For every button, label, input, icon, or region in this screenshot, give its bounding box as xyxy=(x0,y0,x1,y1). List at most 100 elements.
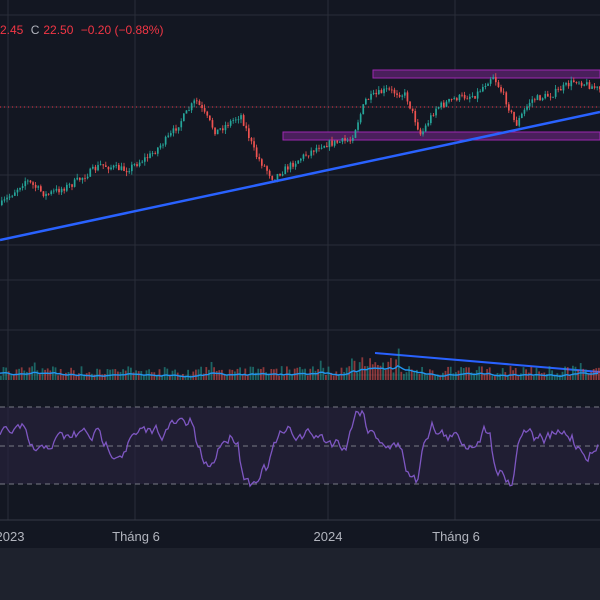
candle-body xyxy=(547,93,549,97)
volume-bar xyxy=(579,363,582,380)
volume-bar xyxy=(179,375,182,380)
candle-body xyxy=(365,98,367,105)
volume-bar xyxy=(161,375,163,380)
price-zones[interactable] xyxy=(0,69,600,141)
volume-bar xyxy=(452,373,455,380)
volume-bar xyxy=(585,369,587,380)
candle-body xyxy=(149,153,151,158)
candle-body xyxy=(8,196,11,198)
candle-body xyxy=(346,140,349,142)
candle-body xyxy=(375,92,378,95)
volume-bar xyxy=(314,370,317,380)
volume-bar xyxy=(286,366,288,380)
candle-body xyxy=(97,165,99,171)
candle-body xyxy=(307,155,310,157)
candle-body xyxy=(484,85,487,88)
candle-body xyxy=(86,176,89,179)
candle-body xyxy=(417,122,419,130)
candle-body xyxy=(162,144,164,146)
candle-body xyxy=(118,164,120,171)
volume-bar xyxy=(200,366,202,380)
volume-bar xyxy=(41,368,44,380)
candle-body xyxy=(159,145,162,148)
candle-body xyxy=(463,94,466,99)
candle-body xyxy=(240,115,242,120)
candle-body xyxy=(175,128,177,131)
volume-bar xyxy=(49,370,52,380)
volume-moving-average xyxy=(0,364,599,378)
candle-body xyxy=(323,145,326,148)
volume-bar xyxy=(158,369,161,380)
candle-body xyxy=(58,188,60,193)
candlestick-series[interactable] xyxy=(1,73,600,207)
candle-body xyxy=(102,164,105,166)
volume-bar xyxy=(5,367,7,380)
candle-body xyxy=(211,120,214,128)
candle-body xyxy=(588,82,591,89)
candle-body xyxy=(105,165,107,167)
candle-body xyxy=(94,166,97,171)
volume-bar xyxy=(166,368,169,380)
ascending-trendline xyxy=(0,110,600,242)
candle-body xyxy=(531,99,534,103)
candle-body xyxy=(534,99,536,101)
volume-bar xyxy=(340,367,343,380)
candle-body xyxy=(536,95,539,101)
volume-bar xyxy=(119,371,122,380)
volume-bar xyxy=(205,367,208,380)
candle-body xyxy=(385,88,388,90)
candle-body xyxy=(276,173,279,180)
candle-body xyxy=(136,164,138,166)
volume-bar xyxy=(543,372,546,380)
volume-bar xyxy=(366,366,369,380)
volume-bar xyxy=(106,369,109,380)
candle-body xyxy=(63,188,66,191)
candle-body xyxy=(326,145,328,148)
volume-bar xyxy=(517,375,520,380)
candle-body xyxy=(300,158,302,161)
candle-body xyxy=(206,111,209,116)
candle-body xyxy=(318,147,320,149)
candle-body xyxy=(492,77,495,80)
candle-body xyxy=(3,199,6,201)
volume-bar xyxy=(23,370,26,380)
candle-body xyxy=(183,113,185,122)
candle-body xyxy=(144,157,146,162)
volume-bar xyxy=(426,375,429,380)
bottom-toolbar xyxy=(0,548,600,600)
volume-bar xyxy=(507,375,509,380)
candle-body xyxy=(349,140,352,142)
candle-body xyxy=(180,121,183,128)
candle-body xyxy=(266,166,268,171)
volume-bar xyxy=(475,370,478,380)
volume-bar xyxy=(254,372,257,380)
volume-bar xyxy=(124,370,127,380)
candle-body xyxy=(440,102,443,108)
candle-body xyxy=(443,102,445,107)
volume-bar xyxy=(44,369,46,380)
candle-body xyxy=(32,182,34,185)
candle-body xyxy=(313,150,315,152)
volume-bar xyxy=(582,368,585,380)
candle-body xyxy=(141,161,144,163)
candle-body xyxy=(461,94,463,96)
volume-bar xyxy=(410,369,413,380)
candle-body xyxy=(528,102,531,107)
chart-canvas[interactable]: 2023 Tháng 6 2024 Tháng 6 xyxy=(0,0,600,548)
candle-body xyxy=(430,115,432,124)
trendlines[interactable] xyxy=(0,110,600,373)
volume-bar xyxy=(483,373,486,380)
candle-body xyxy=(16,189,19,193)
volume-bar xyxy=(392,372,395,380)
candle-body xyxy=(92,166,94,169)
candle-body xyxy=(328,140,331,148)
candle-body xyxy=(560,88,562,91)
candle-body xyxy=(396,93,398,96)
rsi-panel-background xyxy=(0,406,600,485)
candle-body xyxy=(500,87,502,92)
candle-body xyxy=(409,101,411,109)
volume-bar xyxy=(33,362,36,380)
volume-bar xyxy=(46,368,49,380)
candle-body xyxy=(112,165,115,168)
